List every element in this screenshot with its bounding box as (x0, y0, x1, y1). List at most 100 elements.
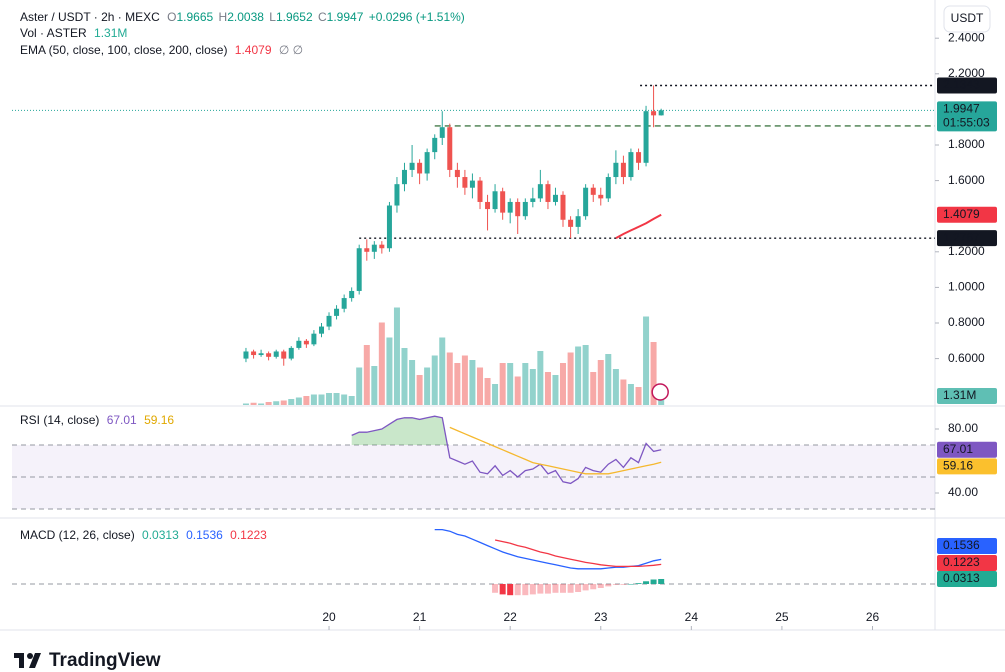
candle-body (401, 169, 407, 185)
candle-body (568, 219, 574, 227)
signal-label-box (937, 555, 997, 571)
hist-label: 0.0313 (943, 571, 980, 585)
level-label-box (937, 230, 997, 247)
series-line (434, 528, 662, 570)
volume-bar (242, 403, 249, 405)
rsi-label: 67.01 (943, 442, 973, 456)
candle-body (545, 184, 551, 202)
candle-body (303, 340, 309, 345)
series-line (351, 415, 662, 485)
series-line (494, 539, 662, 568)
candle-body (469, 180, 475, 188)
rsi-label-box (937, 441, 997, 458)
candle-body (326, 315, 332, 327)
volume-bar (477, 367, 484, 405)
currency: USDT (951, 11, 984, 25)
candle-body (515, 201, 521, 217)
candle-body (439, 127, 445, 138)
candle-body (552, 194, 558, 202)
candle-body (349, 290, 355, 299)
volume-bar (439, 337, 446, 405)
histogram-bar (643, 581, 650, 584)
ohlc-value: 1.9947 (327, 10, 364, 24)
ohlc-letter: O (167, 10, 176, 24)
candle-body (628, 152, 634, 178)
ohlc-value: 2.0038 (227, 10, 264, 24)
histogram-bar (650, 579, 657, 584)
y-tick-label: 1.2000 (948, 244, 985, 258)
ema-line (615, 213, 662, 239)
header-ohlc: Aster / USDT · 2h · MEXC O1.9665 H2.0038… (20, 10, 465, 24)
candle-body (379, 244, 385, 249)
volume-bar (265, 402, 272, 405)
candle-body (296, 340, 302, 348)
rsi-title: RSI (14, close) (20, 413, 99, 427)
volume-bar (635, 387, 642, 405)
candle-body (243, 351, 249, 359)
volume-bar (295, 397, 302, 405)
volume-bar (627, 384, 634, 405)
hist-label-box (937, 571, 997, 587)
y-tick-label: 1.6000 (948, 173, 985, 187)
candle-body (334, 308, 340, 316)
volume-bar (363, 345, 370, 405)
candle-body (583, 187, 589, 217)
y-tick-label: 0.8000 (948, 315, 985, 329)
level-label: 1.2767 (943, 230, 980, 244)
x-tick-label: 25 (775, 610, 789, 624)
volume-bar (371, 366, 378, 405)
ema-title: EMA (50, close, 100, close, 200, close) (20, 43, 227, 57)
volume-bar (424, 367, 431, 405)
candle-body (386, 205, 392, 249)
macd-title: MACD (12, 26, close) (20, 528, 135, 542)
candle-body (575, 216, 581, 227)
rsi-ma-value: 59.16 (144, 413, 174, 427)
candle-body (658, 110, 664, 116)
y-tick-label: 1.0000 (948, 280, 985, 294)
histogram-bar (658, 578, 665, 584)
ohlc-letter: C (318, 10, 327, 24)
countdown: 01:55:03 (943, 116, 990, 130)
volume-title: Vol · ASTER (20, 26, 87, 40)
y-tick-label: 1.8000 (948, 137, 985, 151)
ohlc-letter: H (219, 10, 228, 24)
volume-bar (310, 394, 317, 405)
signal-value: 0.1223 (230, 528, 267, 542)
candle-body (485, 201, 491, 210)
volume-bar (552, 375, 559, 405)
volume-bar (620, 379, 627, 405)
histogram-bar (620, 583, 627, 585)
volume-bar (280, 400, 287, 405)
histogram-bar (597, 583, 604, 588)
macd-value: 0.1536 (186, 528, 223, 542)
histogram-bar (575, 583, 582, 592)
volume-bar (409, 360, 416, 405)
rsi-value: 67.01 (107, 413, 137, 427)
ema-suffix: ∅ ∅ (279, 43, 303, 57)
volume-bar (273, 401, 280, 405)
volume-bar (529, 369, 536, 405)
candle-body (432, 137, 438, 153)
candle-body (447, 127, 453, 170)
series-line (449, 426, 662, 475)
header-ema: EMA (50, close, 100, close, 200, close) … (20, 43, 303, 57)
histogram-bar (514, 583, 521, 596)
brand: TradingView (49, 650, 161, 671)
volume-bar (326, 393, 333, 405)
volume-bar (258, 403, 265, 405)
overbought-fill (351, 416, 662, 445)
candle-body (462, 177, 468, 188)
volume-bar (492, 384, 499, 405)
candle-body (409, 162, 415, 170)
candle-body (507, 201, 513, 213)
volume-bar (461, 355, 468, 405)
ohlc-letter: L (269, 10, 276, 24)
y-tick-label: 40.00 (948, 485, 978, 499)
histogram-bar (582, 583, 589, 591)
histogram-bar (529, 583, 536, 595)
histogram-bar (590, 583, 597, 590)
histogram-bar (544, 583, 551, 594)
candle-body (417, 162, 423, 174)
x-tick-label: 22 (504, 610, 518, 624)
volume-bar (575, 346, 582, 405)
